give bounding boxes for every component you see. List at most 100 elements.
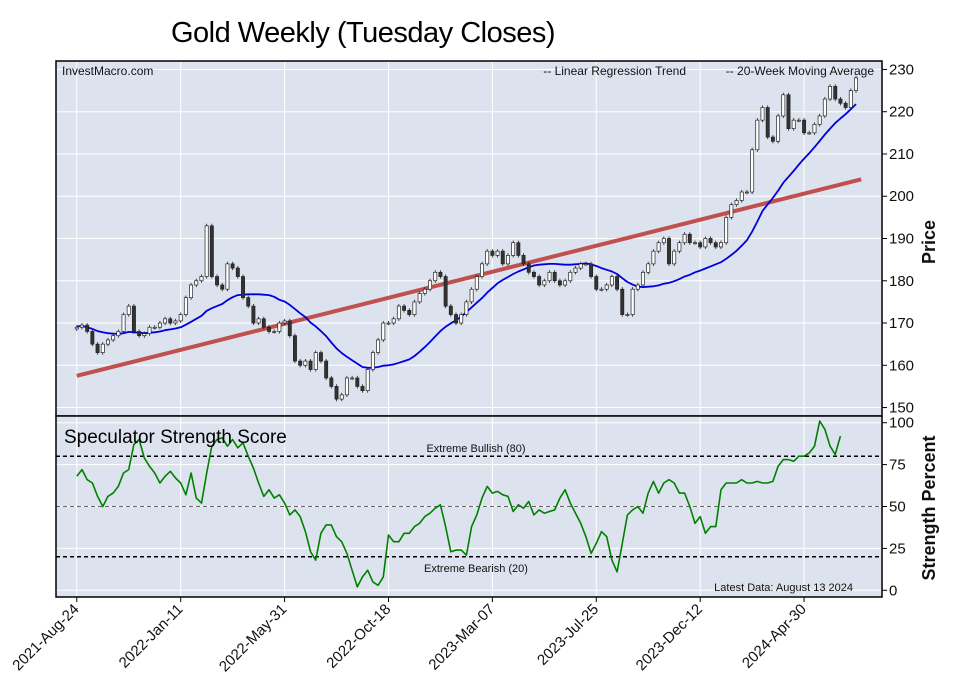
candle-body bbox=[251, 305, 256, 324]
candle bbox=[854, 75, 858, 93]
candle-body bbox=[241, 276, 245, 299]
latest-data-note: Latest Data: August 13 2024 bbox=[714, 582, 853, 594]
candle bbox=[168, 316, 173, 326]
candle-body bbox=[817, 115, 822, 125]
candle bbox=[744, 189, 749, 195]
candle bbox=[713, 240, 718, 250]
candle bbox=[95, 342, 100, 355]
candle bbox=[609, 274, 614, 288]
candle bbox=[350, 375, 355, 381]
candle-body bbox=[95, 343, 100, 353]
candle bbox=[687, 232, 692, 245]
candle-body bbox=[386, 322, 391, 325]
candle-body bbox=[157, 322, 162, 328]
candle bbox=[438, 270, 443, 279]
candle-body bbox=[318, 352, 323, 362]
candle bbox=[521, 253, 526, 266]
candle-body bbox=[521, 255, 526, 265]
candle bbox=[651, 249, 656, 266]
candle bbox=[693, 240, 697, 245]
candle-body bbox=[698, 242, 703, 248]
candle-body bbox=[261, 318, 266, 328]
candle-body bbox=[137, 331, 142, 337]
extreme-bearish-label: Extreme Bearish (20) bbox=[424, 563, 528, 575]
candle-body bbox=[282, 320, 287, 324]
candle-body bbox=[126, 305, 131, 315]
candle bbox=[251, 304, 256, 326]
strength-line-layer bbox=[76, 420, 842, 588]
candle bbox=[573, 265, 578, 275]
candle bbox=[235, 265, 240, 279]
candle-body bbox=[324, 360, 329, 379]
candle bbox=[272, 329, 277, 334]
candle-body bbox=[500, 250, 505, 265]
candle-body bbox=[843, 102, 848, 108]
candle-body bbox=[308, 360, 313, 370]
candle bbox=[137, 329, 142, 338]
candle-body bbox=[812, 124, 817, 134]
candle-body bbox=[526, 263, 531, 273]
candle bbox=[298, 358, 303, 368]
x-tick-label: 2023-Dec-12 bbox=[633, 601, 706, 674]
candle-body bbox=[350, 377, 355, 380]
strength-panel-title: Speculator Strength Score bbox=[64, 427, 287, 448]
candle-body bbox=[729, 204, 734, 218]
candle-body bbox=[765, 107, 770, 138]
candle-body bbox=[428, 280, 432, 290]
candle-body bbox=[142, 333, 147, 337]
candle-body bbox=[334, 386, 339, 400]
price-axis-label: Price bbox=[919, 220, 939, 264]
candle-body bbox=[121, 314, 126, 332]
candle-body bbox=[770, 136, 775, 142]
strength-reference-lines bbox=[56, 455, 882, 558]
candle bbox=[256, 316, 261, 326]
candle-body bbox=[204, 225, 209, 277]
candle bbox=[246, 295, 251, 309]
candle-body bbox=[791, 119, 796, 129]
candle-body bbox=[786, 94, 791, 129]
candle bbox=[755, 118, 760, 152]
candle-body bbox=[90, 331, 95, 345]
candle bbox=[313, 350, 318, 372]
candle bbox=[85, 323, 90, 334]
candle bbox=[277, 320, 282, 334]
candle-body bbox=[370, 352, 375, 370]
candle-body bbox=[417, 293, 422, 303]
candle bbox=[443, 274, 448, 309]
candle-body bbox=[807, 132, 812, 135]
candle bbox=[625, 312, 630, 317]
x-tick-label: 2021-Aug-24 bbox=[9, 601, 82, 674]
candle-body bbox=[459, 314, 464, 324]
candle-body bbox=[667, 238, 671, 265]
candle-body bbox=[80, 324, 84, 328]
candle-body bbox=[480, 263, 484, 277]
candle-body bbox=[672, 250, 677, 265]
legend-moving-average: -- 20-Week Moving Average bbox=[726, 64, 875, 78]
candle-body bbox=[677, 242, 682, 252]
extreme-bullish-label: Extreme Bullish (80) bbox=[426, 443, 525, 455]
candle-body bbox=[365, 369, 370, 391]
candle-body bbox=[495, 250, 500, 256]
candle bbox=[422, 287, 427, 296]
candle-body bbox=[298, 360, 303, 366]
candle-body bbox=[178, 314, 183, 322]
candle-body bbox=[287, 320, 292, 337]
strength-y-tick-label: 100 bbox=[889, 415, 914, 432]
candle-body bbox=[100, 343, 105, 353]
candle bbox=[516, 240, 521, 258]
candle bbox=[485, 249, 490, 266]
candle-body bbox=[594, 276, 599, 290]
candle-body bbox=[661, 238, 666, 244]
candle bbox=[776, 113, 781, 144]
candle bbox=[391, 316, 396, 326]
candle-body bbox=[339, 394, 344, 400]
candle-body bbox=[609, 276, 614, 286]
candle bbox=[641, 270, 645, 288]
candle-body bbox=[152, 326, 157, 329]
watermark: InvestMacro.com bbox=[62, 64, 153, 78]
candle bbox=[615, 274, 620, 292]
candle bbox=[547, 270, 552, 283]
candle-body bbox=[682, 233, 687, 244]
candle bbox=[225, 261, 230, 292]
candle bbox=[121, 312, 126, 334]
